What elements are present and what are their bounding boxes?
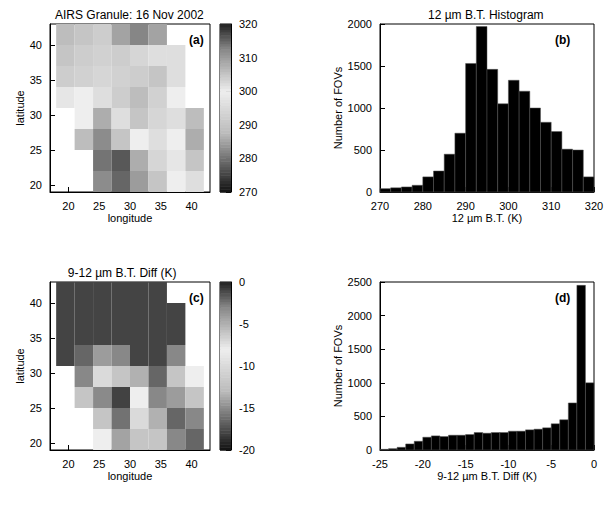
svg-text:0: 0 xyxy=(366,444,372,456)
svg-text:1000: 1000 xyxy=(348,377,372,389)
svg-text:-5: -5 xyxy=(546,458,556,470)
svg-text:500: 500 xyxy=(354,144,372,156)
svg-text:280: 280 xyxy=(414,200,432,212)
svg-text:2000: 2000 xyxy=(348,310,372,322)
svg-text:9-12 µm B.T. Diff (K): 9-12 µm B.T. Diff (K) xyxy=(437,470,537,482)
svg-text:Number of FOVs: Number of FOVs xyxy=(332,66,344,149)
svg-text:-25: -25 xyxy=(372,458,388,470)
svg-text:12 µm B.T. Histogram: 12 µm B.T. Histogram xyxy=(428,8,544,22)
svg-text:30: 30 xyxy=(30,367,42,379)
svg-text:290: 290 xyxy=(239,119,257,131)
svg-text:40: 40 xyxy=(185,458,197,470)
svg-text:270: 270 xyxy=(239,186,257,198)
svg-text:2500: 2500 xyxy=(348,276,372,288)
svg-text:latitude: latitude xyxy=(14,90,26,125)
svg-text:0: 0 xyxy=(366,186,372,198)
svg-text:35: 35 xyxy=(155,458,167,470)
svg-text:(b): (b) xyxy=(555,33,570,47)
svg-text:longitude: longitude xyxy=(108,212,153,224)
svg-text:25: 25 xyxy=(93,200,105,212)
svg-text:Number of FOVs: Number of FOVs xyxy=(332,324,344,407)
svg-text:20: 20 xyxy=(62,200,74,212)
svg-text:0: 0 xyxy=(239,276,245,288)
svg-text:0: 0 xyxy=(591,458,597,470)
svg-text:longitude: longitude xyxy=(108,470,153,482)
svg-text:-10: -10 xyxy=(239,360,255,372)
svg-text:35: 35 xyxy=(30,332,42,344)
svg-text:20: 20 xyxy=(30,179,42,191)
svg-text:2000: 2000 xyxy=(348,18,372,30)
svg-text:310: 310 xyxy=(542,200,560,212)
svg-text:20: 20 xyxy=(62,458,74,470)
svg-text:30: 30 xyxy=(124,200,136,212)
svg-text:AIRS Granule: 16 Nov 2002: AIRS Granule: 16 Nov 2002 xyxy=(55,8,204,22)
svg-text:320: 320 xyxy=(585,200,603,212)
svg-text:(c): (c) xyxy=(189,291,204,305)
svg-text:35: 35 xyxy=(155,200,167,212)
svg-text:1500: 1500 xyxy=(348,60,372,72)
svg-text:-20: -20 xyxy=(415,458,431,470)
svg-text:-20: -20 xyxy=(239,444,255,456)
svg-text:40: 40 xyxy=(185,200,197,212)
svg-text:40: 40 xyxy=(30,39,42,51)
svg-text:(a): (a) xyxy=(189,33,204,47)
svg-text:1500: 1500 xyxy=(348,343,372,355)
svg-text:-10: -10 xyxy=(500,458,516,470)
svg-text:latitude: latitude xyxy=(14,348,26,383)
svg-text:500: 500 xyxy=(354,410,372,422)
svg-text:30: 30 xyxy=(30,109,42,121)
svg-text:40: 40 xyxy=(30,297,42,309)
svg-text:320: 320 xyxy=(239,18,257,30)
svg-text:290: 290 xyxy=(456,200,474,212)
svg-text:25: 25 xyxy=(30,144,42,156)
svg-text:-15: -15 xyxy=(458,458,474,470)
svg-text:35: 35 xyxy=(30,74,42,86)
svg-text:300: 300 xyxy=(239,85,257,97)
svg-text:20: 20 xyxy=(30,437,42,449)
svg-text:25: 25 xyxy=(30,402,42,414)
svg-text:300: 300 xyxy=(499,200,517,212)
svg-text:270: 270 xyxy=(371,200,389,212)
svg-text:9-12 µm B.T. Diff (K): 9-12 µm B.T. Diff (K) xyxy=(68,266,177,280)
svg-text:310: 310 xyxy=(239,52,257,64)
svg-text:-5: -5 xyxy=(239,318,249,330)
svg-text:12 µm B.T. (K): 12 µm B.T. (K) xyxy=(452,212,523,224)
svg-text:280: 280 xyxy=(239,152,257,164)
svg-text:-15: -15 xyxy=(239,402,255,414)
svg-text:25: 25 xyxy=(93,458,105,470)
svg-text:30: 30 xyxy=(124,458,136,470)
svg-text:1000: 1000 xyxy=(348,102,372,114)
svg-text:(d): (d) xyxy=(555,291,570,305)
